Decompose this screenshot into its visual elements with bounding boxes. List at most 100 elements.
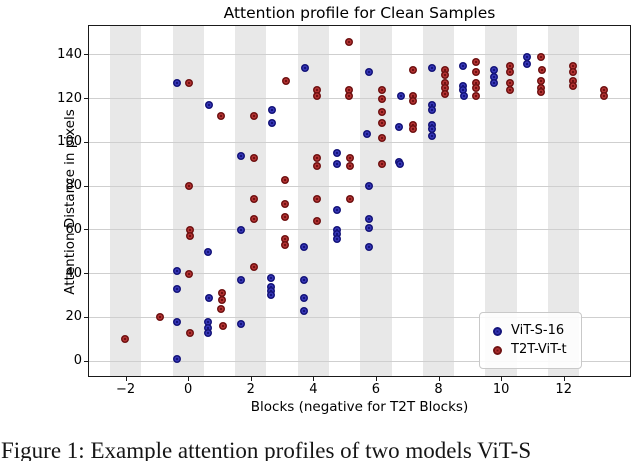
scatter-point [427, 105, 436, 114]
scatter-point [333, 160, 342, 169]
legend-entry-vit-s-16: ViT-S-16 [480, 323, 581, 339]
scatter-point [216, 304, 225, 313]
scatter-point [172, 79, 181, 88]
x-tick-label: 12 [555, 382, 572, 397]
scatter-point [345, 153, 354, 162]
scatter-point [236, 276, 245, 285]
scatter-point [236, 151, 245, 160]
scatter-point [377, 134, 386, 143]
scatter-point [313, 162, 322, 171]
legend-label: ViT-S-16 [511, 323, 565, 338]
scatter-point [267, 273, 276, 282]
scatter-point [472, 68, 481, 77]
scatter-point [378, 160, 387, 169]
scatter-point [313, 153, 322, 162]
y-axis-label: Attention Distance in pixels [62, 109, 78, 295]
scatter-point [185, 269, 194, 278]
scatter-point [185, 328, 194, 337]
scatter-point [364, 68, 373, 77]
legend-entry-t2t-vit-t: T2T-ViT-t [480, 342, 581, 358]
scatter-point [568, 68, 577, 77]
scatter-point [172, 267, 181, 276]
x-tick-mark [188, 377, 190, 381]
y-tick-mark [84, 316, 88, 318]
scatter-point [185, 79, 194, 88]
y-tick-label: 120 [57, 90, 82, 106]
y-tick-label: 80 [65, 178, 82, 194]
scatter-point [472, 57, 481, 66]
scatter-point [362, 129, 371, 138]
scatter-point [250, 153, 259, 162]
y-tick-mark [84, 54, 88, 56]
x-tick-mark [375, 377, 377, 381]
scatter-point [364, 243, 373, 252]
t2t-vit-t-marker-icon [493, 345, 502, 355]
scatter-point [217, 289, 226, 298]
scatter-point [236, 225, 245, 234]
scatter-point [523, 53, 532, 62]
scatter-point [538, 66, 547, 75]
scatter-point [345, 195, 354, 204]
scatter-point [172, 284, 181, 293]
scatter-point [441, 79, 450, 88]
scatter-point [204, 293, 213, 302]
scatter-point [472, 92, 481, 101]
legend-label: T2T-ViT-t [511, 342, 567, 357]
scatter-point [250, 112, 259, 121]
stripe-band [422, 25, 455, 377]
scatter-point [267, 291, 276, 300]
scatter-point [268, 105, 277, 114]
scatter-point [267, 282, 276, 291]
scatter-point [300, 64, 309, 73]
scatter-point [472, 79, 481, 88]
scatter-point [280, 175, 289, 184]
x-tick-label: 6 [371, 382, 381, 397]
gridline [88, 229, 631, 231]
scatter-point [458, 85, 467, 94]
y-tick-label: 140 [57, 46, 82, 62]
scatter-point [300, 243, 309, 252]
scatter-point [396, 92, 405, 101]
gridline [88, 54, 631, 56]
x-tick-mark [250, 377, 252, 381]
scatter-point [441, 70, 450, 79]
scatter-point [345, 162, 354, 171]
x-tick-mark [438, 377, 440, 381]
scatter-point [203, 317, 212, 326]
x-tick-label: −2 [115, 382, 136, 397]
scatter-point [472, 83, 481, 92]
scatter-point [185, 232, 194, 241]
scatter-point [409, 125, 418, 134]
scatter-point [427, 101, 436, 110]
stripe-band [109, 25, 142, 377]
y-tick-mark [84, 98, 88, 100]
scatter-point [217, 295, 226, 304]
x-tick-label: 10 [492, 382, 510, 397]
scatter-point [489, 66, 498, 75]
scatter-point [568, 61, 577, 70]
gridline [88, 360, 631, 362]
scatter-point [121, 335, 130, 344]
scatter-point [204, 101, 213, 110]
scatter-point [523, 59, 532, 68]
scatter-point [408, 66, 417, 75]
scatter-point [280, 212, 289, 221]
scatter-point [505, 79, 514, 88]
scatter-point [568, 81, 577, 90]
scatter-point [268, 118, 277, 127]
scatter-point [185, 225, 194, 234]
scatter-point [155, 313, 164, 322]
scatter-point [236, 319, 245, 328]
gridline [88, 141, 631, 143]
vit-s-16-marker-icon [493, 326, 502, 336]
scatter-point [377, 94, 386, 103]
scatter-point [427, 125, 436, 134]
scatter-point [377, 85, 386, 94]
y-tick-mark [84, 229, 88, 231]
x-axis-label: Blocks (negative for T2T Blocks) [250, 399, 469, 415]
gridline [88, 98, 631, 100]
scatter-point [427, 131, 436, 140]
scatter-point [364, 214, 373, 223]
scatter-point [203, 328, 212, 337]
